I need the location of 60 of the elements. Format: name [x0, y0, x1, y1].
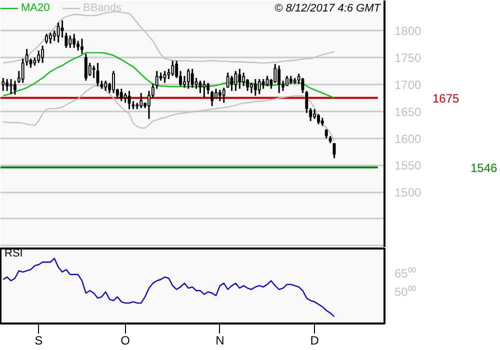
candlestick [112, 70, 115, 94]
x-tick-label: N [216, 334, 224, 348]
candlestick [171, 60, 174, 77]
candlestick [120, 88, 123, 102]
annotation: © 8/12/2017 4:6 GMT [274, 2, 382, 14]
candlestick [324, 128, 328, 140]
x-tick-label: S [34, 334, 43, 348]
candlestick [202, 80, 206, 99]
ref-line-label: 1546 [470, 160, 498, 175]
y-tick-label: 1500 [394, 186, 422, 200]
candlestick [278, 64, 281, 94]
candlestick [13, 80, 16, 96]
candlestick [186, 68, 190, 90]
candlestick [226, 72, 230, 88]
candlestick [80, 38, 84, 55]
candlestick [68, 34, 72, 49]
candlestick [41, 44, 44, 64]
candlestick [104, 80, 108, 92]
y-tick-label: 1750 [394, 51, 422, 66]
candlestick [6, 78, 9, 92]
candlestick [56, 22, 60, 44]
candlestick [250, 82, 253, 94]
candlestick [84, 53, 88, 82]
candlestick [10, 78, 13, 95]
candlestick [72, 33, 76, 49]
y-tick-label: 1650 [394, 104, 422, 119]
y-tick-label: 1800 [394, 24, 422, 38]
candlestick [234, 70, 238, 92]
candlestick [167, 68, 170, 80]
candlestick [218, 89, 222, 102]
candlestick [242, 72, 246, 87]
candlestick [194, 77, 198, 90]
candlestick [222, 86, 226, 104]
candlestick [254, 78, 257, 96]
y-tick-label: 1600 [394, 132, 422, 146]
candlestick [266, 75, 269, 87]
line-series [2, 258, 335, 318]
candlestick [316, 113, 320, 126]
candlestick [37, 50, 40, 64]
candlestick [48, 32, 52, 44]
candlestick [262, 78, 265, 90]
y-tick-label: 50⁰⁰ [394, 284, 416, 299]
candlestick [45, 33, 48, 44]
y-tick-label: 1550 [394, 158, 422, 173]
y-tick-label: 1700 [394, 78, 422, 92]
legend-label: MA20 [21, 2, 50, 14]
candlestick [140, 92, 143, 109]
candlestick [258, 78, 261, 95]
x-tick-label: D [310, 334, 320, 348]
candlestick [190, 68, 194, 88]
line-series [2, 52, 335, 98]
candlestick [198, 80, 202, 94]
candlestick [52, 30, 56, 42]
candlestick [238, 68, 242, 90]
ref-line-label: 1675 [432, 91, 460, 106]
candlestick [214, 88, 218, 100]
y-tick-label: 65⁰⁰ [394, 266, 416, 280]
x-tick-label: O [120, 334, 130, 348]
candlestick [128, 90, 131, 110]
legend-label: BBands [83, 2, 122, 14]
